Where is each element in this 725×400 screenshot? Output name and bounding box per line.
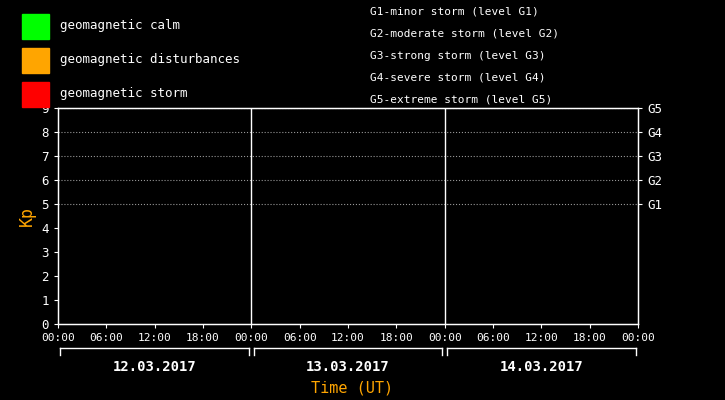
Text: 14.03.2017: 14.03.2017 [500,360,583,374]
Text: G2-moderate storm (level G2): G2-moderate storm (level G2) [370,29,559,39]
Text: Time (UT): Time (UT) [310,380,393,395]
Text: G3-strong storm (level G3): G3-strong storm (level G3) [370,51,545,61]
Text: geomagnetic storm: geomagnetic storm [60,88,188,100]
Y-axis label: Kp: Kp [18,206,36,226]
Bar [22,82,49,106]
Text: G4-severe storm (level G4): G4-severe storm (level G4) [370,73,545,83]
Text: geomagnetic disturbances: geomagnetic disturbances [60,54,240,66]
Text: G5-extreme storm (level G5): G5-extreme storm (level G5) [370,95,552,105]
Text: 13.03.2017: 13.03.2017 [306,360,390,374]
Bar [22,14,49,38]
Text: geomagnetic calm: geomagnetic calm [60,20,180,32]
Bar [22,48,49,72]
Text: G1-minor storm (level G1): G1-minor storm (level G1) [370,7,539,17]
Text: 12.03.2017: 12.03.2017 [113,360,196,374]
